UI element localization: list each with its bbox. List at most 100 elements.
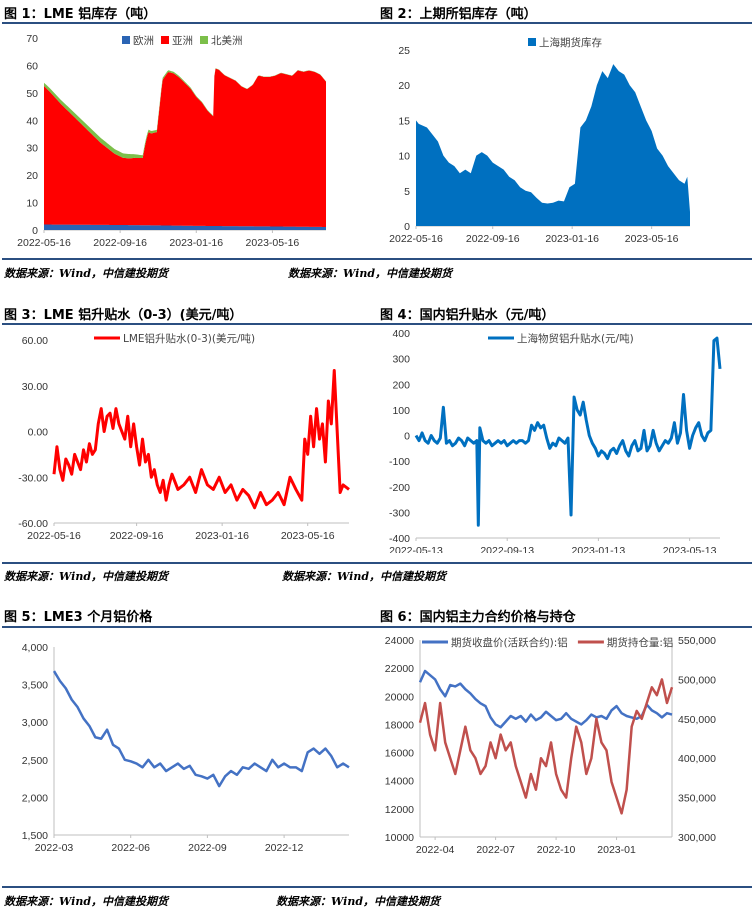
x-tick-label: 2022-09-16 [110,530,164,542]
y-tick-label: -100 [389,456,410,468]
chart-lme3m-aluminum-price: 4,000 3,500 3,000 2,500 2,000 1,500 2022-03 202… [4,632,374,857]
chart-lme-aluminum-stock: 0 10 20 30 40 50 60 70 2022-05-16 2022-09-16 2023-… [4,28,374,253]
y-tick-label: 0 [404,221,410,233]
legend-swatch-1 [161,36,169,44]
y-tick-label: 12000 [385,804,414,816]
y-tick-label: 300 [392,354,410,366]
series-area-0 [44,224,326,230]
x-tick-label: 2022-09-16 [466,233,520,245]
x-tick-label: 2022-10 [537,844,576,856]
source-note-4: 数据来源：Wind，中信建投期货 [282,570,447,583]
y-tick-label: 10000 [385,832,414,844]
source-note-3: 数据来源：Wind，中信建投期货 [4,570,169,583]
y-tick-label: 24000 [385,635,414,647]
legend-label-0: LME铝升贴水(0-3)(美元/吨) [123,332,255,345]
legend-label-0: 上海物贸铝升贴水(元/吨) [517,332,634,345]
y-tick-label: 3,000 [22,717,48,729]
source-note-2: 数据来源：Wind，中信建投期货 [288,267,453,280]
y-tick-label: 100 [392,405,410,417]
y-tick-label: 10 [26,198,38,210]
x-tick-label: 2022-05-16 [27,530,81,542]
x-tick-label: 2022-05-13 [389,545,443,553]
x-tick-label: 2023-01-16 [195,530,249,542]
source-note-1: 数据来源：Wind，中信建投期货 [4,267,169,280]
y-tick-label: 18000 [385,719,414,731]
y-tick-label: 40 [26,115,38,127]
c1-svg: 0 10 20 30 40 50 60 70 2022-05-16 2022-09-16 2023-… [17,33,326,249]
y-tick-label: 16000 [385,748,414,760]
figure-3-title: 图 3：LME 铝升贴水（0-3）(美元/吨） [4,308,243,323]
source-note-6: 数据来源：Wind，中信建投期货 [276,895,441,908]
series-area-1 [44,68,326,227]
figure-1-title: 图 1：LME 铝库存（吨） [4,7,157,22]
x-tick-label: 2022-06 [111,842,150,854]
y-tick-label: -60.00 [18,518,48,530]
y-tick-label: 0 [32,225,38,237]
y2-tick-label: 400,000 [678,753,716,765]
y2-tick-label: 300,000 [678,832,716,844]
rule-row-1-bottom [2,258,752,260]
y-tick-label: 0.00 [28,427,49,439]
series-line-0 [52,369,350,510]
y-tick-label: -300 [389,507,410,519]
series-area-0 [416,64,690,226]
y-tick-label: 5 [404,186,410,198]
x-tick-label: 2022-12 [265,842,304,854]
y-tick-label: -30.00 [18,472,48,484]
source-note-5: 数据来源：Wind，中信建投期货 [4,895,169,908]
legend-swatch-0 [122,36,130,44]
y-tick-label: 2,500 [22,755,48,767]
series-line-0 [52,670,350,788]
figure-2-title: 图 2：上期所铝库存（吨） [380,7,537,22]
y-tick-label: 400 [392,328,410,340]
legend-label-1: 亚洲 [172,35,193,47]
x-tick-label: 2022-05-16 [17,237,71,249]
x-tick-label: 2023-05-16 [246,237,300,249]
x-tick-label: 2022-07 [476,844,515,856]
y-tick-label: 3,500 [22,680,48,692]
x-tick-label: 2023-01 [597,844,636,856]
y2-tick-label: 350,000 [678,793,716,805]
y-tick-label: 20 [398,80,410,92]
y-tick-label: 20000 [385,691,414,703]
y-tick-label: 2,000 [22,792,48,804]
y-tick-label: 22000 [385,663,414,675]
x-tick-label: 2022-05-16 [389,233,443,245]
y-tick-label: 4,000 [22,642,48,654]
x-tick-label: 2022-09-13 [480,545,534,553]
y2-tick-label: 450,000 [678,714,716,726]
y-tick-label: 14000 [385,776,414,788]
y-tick-label: 30 [26,143,38,155]
x-tick-label: 2023-05-16 [625,233,679,245]
rule-row-3-top [2,626,752,628]
y-tick-label: 60 [26,60,38,72]
c2-svg: 0 5 10 15 20 25 2022-05-16 2022-09-16 2023-01-16… [389,36,690,245]
legend-label-0: 欧洲 [133,35,154,47]
figure-4-title: 图 4：国内铝升贴水（元/吨） [380,308,555,323]
series-line-0 [414,336,722,527]
x-tick-label: 2022-03 [35,842,74,854]
rule-row-3-bottom [2,886,752,888]
series-line-0 [418,669,673,729]
x-tick-label: 2022-09 [188,842,227,854]
legend-swatch-0 [528,38,536,46]
y-tick-label: 20 [26,170,38,182]
y2-tick-label: 550,000 [678,635,716,647]
legend-label-2: 北美洲 [211,34,243,47]
y-tick-label: 1,500 [22,830,48,842]
x-tick-label: 2023-01-13 [572,545,626,553]
c6-svg: 24000 22000 20000 18000 16000 14000 12000 10000… [385,635,716,856]
y-tick-label: 15 [398,115,410,127]
y-tick-label: 70 [26,33,38,45]
x-tick-label: 2023-05-13 [663,545,717,553]
chart-lme-aluminum-premium: 60.00 30.00 0.00 -30.00 -60.00 2022-05-16 2022… [4,328,374,553]
y-tick-label: 60.00 [22,335,48,347]
legend-label-0: 期货收盘价(活跃合约):铝 [451,636,568,649]
y-tick-label: 200 [392,379,410,391]
legend-label-1: 期货持仓量:铝 [607,636,674,649]
series-line-1 [418,678,674,815]
x-tick-label: 2022-09-16 [93,237,147,249]
rule-row-2-bottom [2,562,752,564]
